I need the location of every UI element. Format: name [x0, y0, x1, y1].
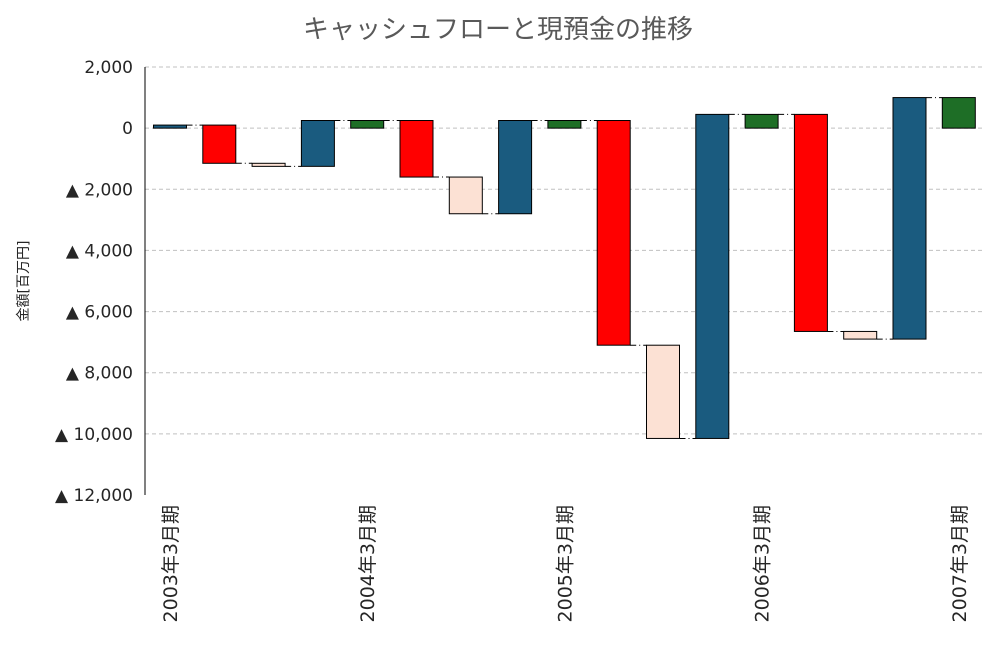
investing-bar: [202, 124, 237, 164]
operating-bar: [941, 97, 976, 129]
x-tick-label: 2004年3月期: [357, 505, 379, 622]
x-tick-label: 2005年3月期: [554, 505, 576, 622]
y-tick-label: ▲ 6,000: [66, 303, 133, 323]
y-tick-label: ▲ 10,000: [55, 425, 133, 445]
gridlines: [145, 66, 985, 435]
y-tick-label: ▲ 2,000: [66, 180, 133, 200]
y-axis-label: 金額[百万円]: [16, 241, 32, 322]
financing-bar: [843, 330, 878, 340]
investing-bar: [596, 120, 631, 346]
operating-bar: [547, 120, 582, 129]
financing-bar: [448, 176, 483, 215]
investing-bar: [399, 120, 434, 178]
balance-bar: [153, 124, 187, 129]
y-tick-label: ▲ 8,000: [66, 364, 133, 384]
y-tick-label: ▲ 4,000: [66, 241, 133, 261]
y-tick-label: 0: [122, 119, 133, 139]
chart-title: キャッシュフローと現預金の推移: [303, 15, 693, 45]
operating-bar: [350, 120, 385, 129]
x-axis-labels: 2003年3月期 2004年3月期 2005年3月期 2006年3月期 2007年3月期: [160, 505, 971, 622]
operating-bar: [744, 113, 779, 129]
balance-bar: [300, 120, 335, 167]
y-tick-label: ▲ 12,000: [55, 486, 133, 506]
bars: [153, 97, 976, 439]
y-axis-ticks: 2,000 0 ▲ 2,000 ▲ 4,000 ▲ 6,000 ▲ 8,000 ▲ 10,0…: [55, 58, 133, 506]
balance-bar: [892, 97, 927, 340]
x-tick-label: 2003年3月期: [160, 505, 182, 622]
financing-bar: [646, 344, 680, 439]
y-tick-label: 2,000: [84, 58, 133, 78]
connector-lines: [186, 97, 943, 439]
balance-bar: [695, 113, 730, 439]
investing-bar: [793, 113, 828, 332]
x-tick-label: 2006年3月期: [752, 505, 774, 622]
balance-bar: [498, 120, 533, 215]
financing-bar: [251, 162, 286, 167]
x-tick-label: 2007年3月期: [949, 505, 971, 622]
